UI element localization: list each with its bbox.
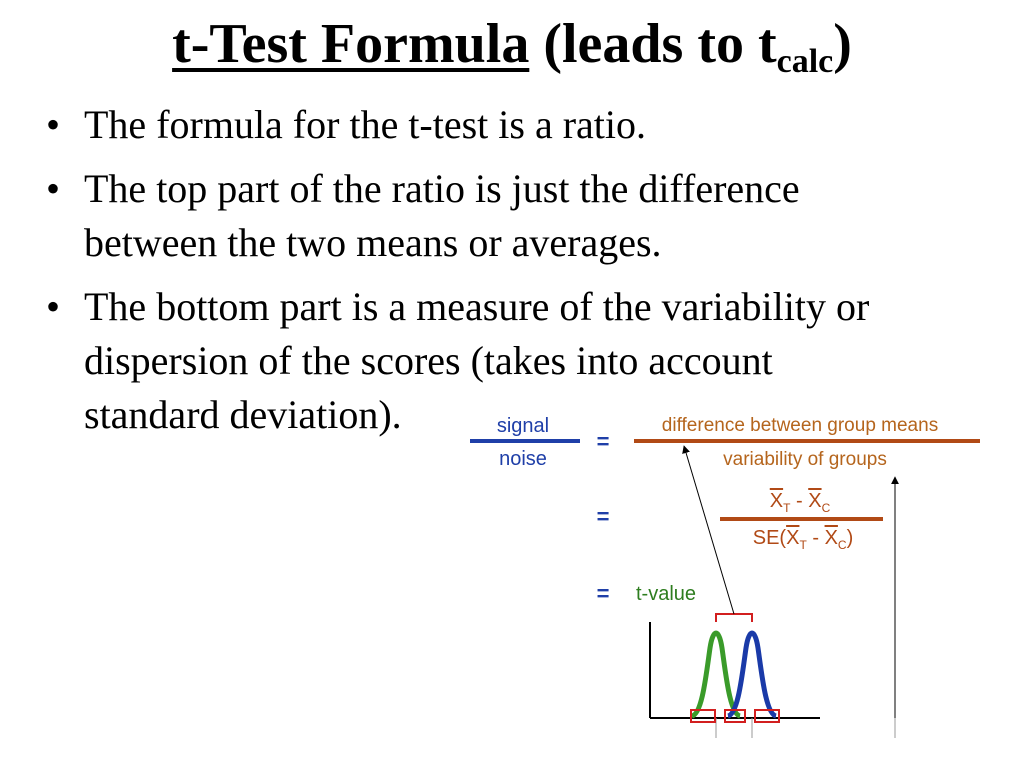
bullet-dot: • [46,166,61,211]
title-main: t-Test Formula [172,13,530,75]
spread-marker-left [690,709,716,723]
equals-sign-1: = [597,429,610,454]
t-value-label: t-value [636,583,696,605]
title-open: (leads to t [529,13,777,75]
curve-group-treatment [690,630,742,719]
xbar-t-2: X [786,527,799,549]
bullet-2-line-1: The top part of the ratio is just the di… [84,166,800,211]
arrow-to-numerator [682,445,735,615]
bullet-2-line-2: between the two means or averages. [84,220,662,265]
equals-sign-3: = [597,581,610,606]
bullet-dot: • [46,102,61,147]
standard-error-formula: SE(XT - XC) [753,527,854,552]
bullet-1-line-1: The formula for the t-test is a ratio. [84,102,647,147]
sub-t-2: T [799,538,807,552]
curve-group-control [726,630,778,719]
signal-label: signal [497,415,549,437]
denominator-text: variability of groups [723,449,887,470]
title-close: ) [833,13,852,75]
numerator-text: difference between group means [662,415,938,436]
sub-c-2: C [838,538,847,552]
bullet-3-line-2: dispersion of the scores (takes into acc… [84,338,773,383]
title-subscript: calc [776,43,834,80]
xbar-c: X [808,490,821,512]
spread-marker-right [754,709,780,723]
spread-marker-mid [724,709,746,723]
se-close: ) [847,527,854,549]
page-title: t-Test Formula (leads to tcalc) [0,13,1024,80]
minus-2: - [807,527,825,549]
sub-c: C [822,501,831,515]
se-open: SE( [753,527,787,549]
xbar-c-2: X [825,527,838,549]
noise-label: noise [499,448,547,470]
xbar-t: X [770,490,783,512]
equals-sign-2: = [597,504,610,529]
bullet-3-line-3: standard deviation). [84,392,402,437]
mean-difference-bracket [715,613,753,622]
sub-t: T [783,501,791,515]
bullet-3-line-1: The bottom part is a measure of the vari… [84,284,870,329]
bullet-dot: • [46,284,61,329]
mean-difference-formula: XT - XC [770,490,831,515]
minus-1: - [790,490,808,512]
